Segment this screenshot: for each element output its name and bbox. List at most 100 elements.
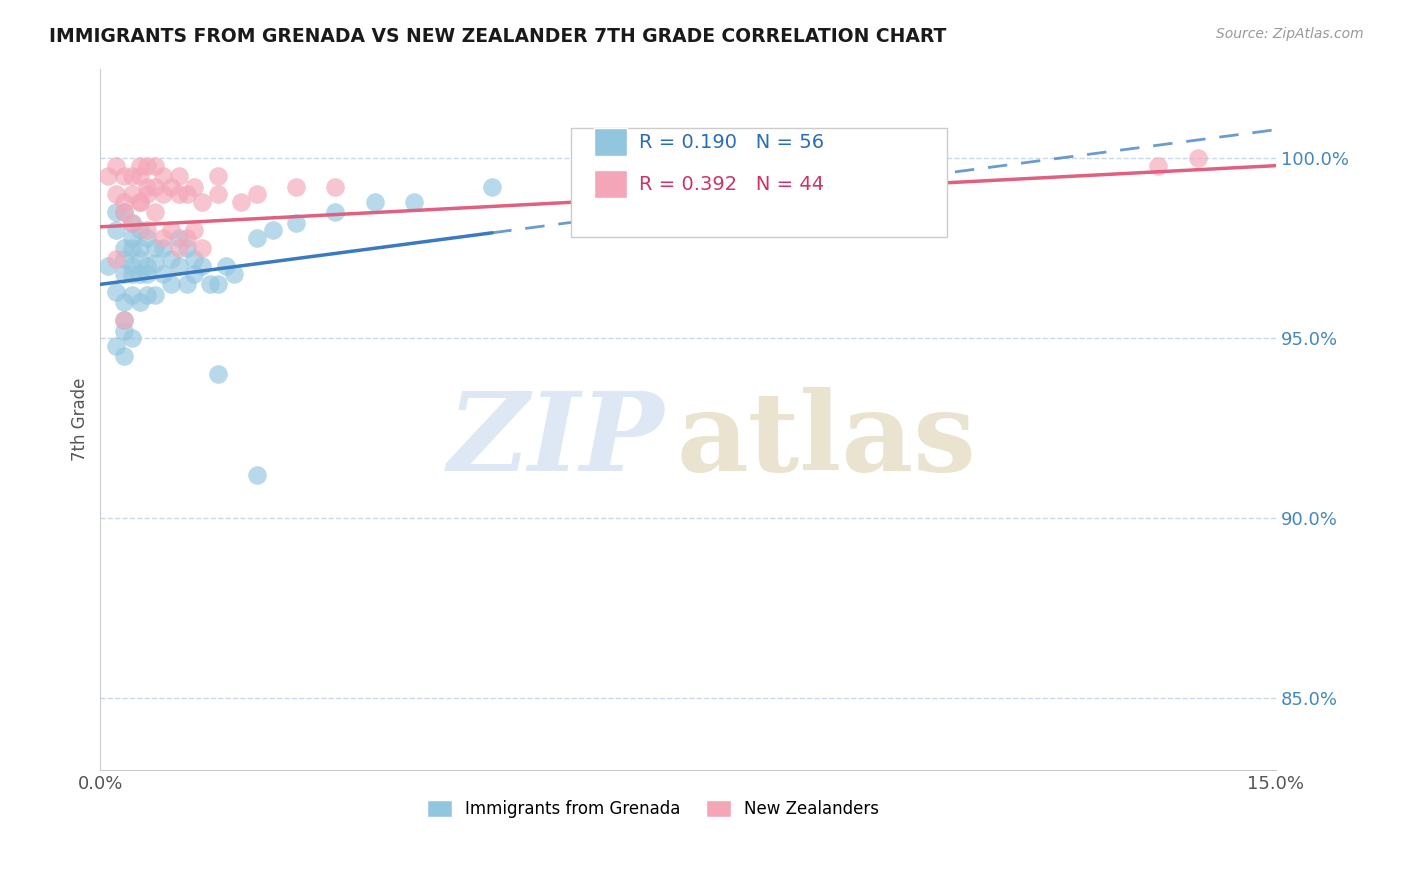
Point (136, 187, 159, 202)
Point (105, 223, 128, 237)
Text: R = 0.190   N = 56: R = 0.190 N = 56 (638, 133, 824, 152)
Point (143, 288, 166, 302)
Point (191, 194, 214, 209)
Point (112, 252, 135, 267)
Point (121, 331, 143, 345)
Point (167, 230, 190, 244)
Point (176, 187, 198, 202)
Point (112, 205, 135, 219)
Point (215, 260, 238, 274)
Point (112, 194, 135, 209)
Text: IMMIGRANTS FROM GRENADA VS NEW ZEALANDER 7TH GRADE CORRELATION CHART: IMMIGRANTS FROM GRENADA VS NEW ZEALANDER… (49, 27, 946, 45)
Text: atlas: atlas (676, 387, 976, 494)
Point (183, 252, 205, 267)
Point (136, 230, 159, 244)
Point (128, 169, 150, 184)
Point (152, 230, 174, 244)
Point (121, 267, 143, 281)
Point (152, 267, 174, 281)
Point (207, 277, 229, 292)
Point (160, 180, 183, 194)
Point (167, 169, 190, 184)
Point (176, 241, 198, 255)
Point (207, 187, 229, 202)
Point (112, 313, 135, 327)
Point (105, 205, 128, 219)
Point (121, 187, 143, 202)
Point (402, 194, 425, 209)
Point (183, 180, 205, 194)
Point (112, 267, 135, 281)
Point (136, 159, 159, 173)
Point (121, 288, 143, 302)
Legend: Immigrants from Grenada, New Zealanders: Immigrants from Grenada, New Zealanders (420, 793, 886, 825)
Point (160, 277, 183, 292)
Point (246, 230, 269, 244)
Point (183, 267, 205, 281)
Point (128, 194, 150, 209)
Point (176, 277, 198, 292)
FancyBboxPatch shape (571, 128, 946, 237)
Point (160, 252, 183, 267)
Point (143, 256, 166, 270)
Point (128, 267, 150, 281)
Point (128, 159, 150, 173)
Text: ZIP: ZIP (449, 386, 665, 494)
Point (112, 241, 135, 255)
Point (152, 241, 174, 255)
Point (136, 260, 159, 274)
Point (167, 187, 190, 202)
FancyBboxPatch shape (595, 170, 627, 198)
Point (105, 252, 128, 267)
Point (152, 187, 174, 202)
Point (1147, 159, 1170, 173)
Point (167, 241, 190, 255)
Point (1187, 152, 1209, 166)
Point (207, 169, 229, 184)
Point (143, 205, 166, 219)
Point (105, 338, 128, 352)
Point (246, 468, 269, 483)
Point (231, 194, 253, 209)
Point (112, 324, 135, 338)
Point (285, 180, 308, 194)
Point (136, 180, 159, 194)
Point (112, 205, 135, 219)
Y-axis label: 7th Grade: 7th Grade (72, 377, 89, 461)
Point (207, 368, 229, 382)
Point (121, 169, 143, 184)
Point (191, 260, 214, 274)
Text: Source: ZipAtlas.com: Source: ZipAtlas.com (1216, 27, 1364, 41)
Point (191, 241, 214, 255)
Point (121, 216, 143, 230)
Point (121, 260, 143, 274)
Point (143, 180, 166, 194)
Point (325, 205, 347, 219)
FancyBboxPatch shape (595, 128, 627, 156)
Point (222, 267, 245, 281)
Point (105, 187, 128, 202)
Point (363, 194, 385, 209)
Point (136, 223, 159, 237)
Point (128, 295, 150, 310)
Point (128, 241, 150, 255)
Point (105, 285, 128, 299)
Point (121, 241, 143, 255)
Point (481, 180, 503, 194)
Point (121, 230, 143, 244)
Point (152, 169, 174, 184)
Point (128, 252, 150, 267)
Point (198, 277, 221, 292)
Point (143, 159, 166, 173)
Point (128, 223, 150, 237)
Point (136, 267, 159, 281)
Point (121, 216, 143, 230)
Point (105, 159, 128, 173)
Point (112, 169, 135, 184)
Point (183, 223, 205, 237)
Point (167, 260, 190, 274)
Point (128, 194, 150, 209)
Point (246, 187, 269, 202)
Point (112, 295, 135, 310)
Point (112, 349, 135, 363)
